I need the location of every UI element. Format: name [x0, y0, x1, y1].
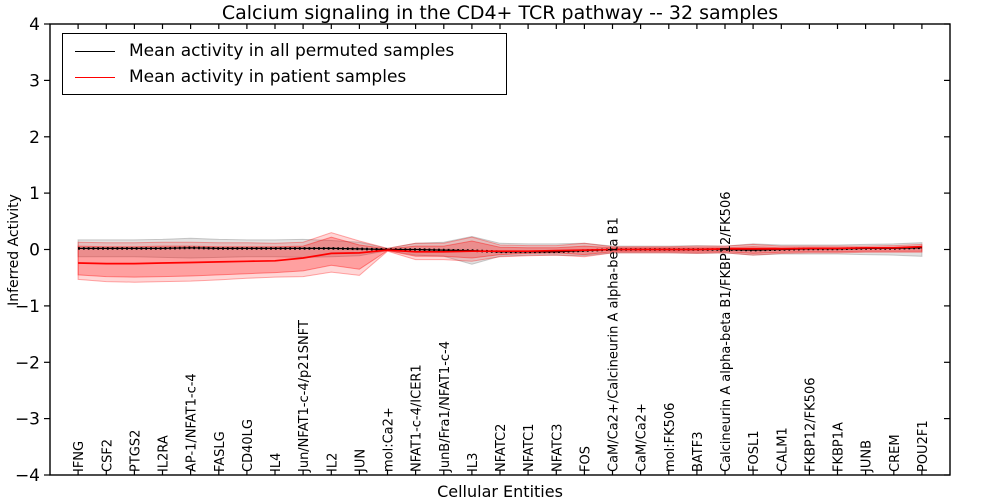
x-tick-label: PTGS2: [128, 430, 143, 472]
mean-line-permuted-dots: [78, 246, 922, 254]
x-tick-label: BATF3: [691, 432, 706, 473]
x-tick-label: CSF2: [100, 439, 115, 472]
legend-item-permuted: Mean activity in all permuted samples: [73, 38, 506, 64]
x-tick-label: AP-1/NFAT1-c-4: [185, 373, 200, 472]
y-tick-label: 4: [29, 15, 40, 35]
legend-item-patient: Mean activity in patient samples: [73, 64, 506, 90]
x-tick-label: CALM1: [775, 427, 790, 472]
legend-line-patient-icon: [75, 76, 115, 78]
y-axis-label: Inferred Activity: [6, 194, 22, 306]
chart-title: Calcium signaling in the CD4+ TCR pathwa…: [221, 2, 779, 24]
y-tick-label: 0: [29, 241, 40, 261]
x-tick-label: IL3: [466, 453, 481, 472]
x-tick-label: FOS: [578, 446, 593, 472]
y-tick-label: 1: [29, 184, 40, 204]
x-tick-label: NFATC1: [522, 424, 537, 472]
x-tick-label: mol:FK506: [663, 403, 678, 472]
y-tick-label: 3: [29, 71, 40, 91]
x-tick-label: IFNG: [72, 441, 87, 472]
band-patient-range-inner: [77, 236, 923, 278]
legend: Mean activity in all permuted samples Me…: [62, 33, 507, 95]
x-tick-label: JUN: [353, 449, 368, 473]
mean-line-patient: [78, 245, 922, 265]
legend-line-permuted-icon: [75, 50, 115, 52]
x-tick-label: Calcineurin A alpha-beta B1/FKBP12/FK506: [719, 192, 734, 472]
x-tick-label: NFATC3: [550, 424, 565, 472]
x-tick-label: FKBP12/FK506: [803, 378, 818, 473]
x-tick-label: CD40LG: [241, 419, 256, 472]
x-axis-label: Cellular Entities: [437, 482, 563, 500]
band-patient-range-outer: [77, 232, 923, 283]
y-tick-label: −4: [15, 466, 40, 486]
x-tick-label: Jun/NFAT1-c-4/p21SNFT: [297, 320, 312, 473]
x-tick-label: mol:Ca2+: [382, 407, 397, 472]
x-tick-label: JUNB: [860, 440, 875, 473]
x-tick-label: IL2: [325, 453, 340, 472]
x-tick-label: CaM/Ca2+: [635, 403, 650, 472]
y-tick-label: −2: [15, 353, 40, 373]
x-tick-label: IL2RA: [157, 435, 172, 472]
y-tick-label: −1: [15, 297, 40, 317]
x-tick-label: FKBP1A: [832, 422, 847, 472]
x-tick-label: FOSL1: [747, 431, 762, 472]
x-tick-label: CREM: [888, 434, 903, 472]
x-tick-label: IL4: [269, 453, 284, 472]
x-tick-label: POU2F1: [916, 420, 931, 472]
legend-label-patient: Mean activity in patient samples: [129, 67, 407, 87]
y-tick-label: 2: [29, 128, 40, 148]
x-tick-label: JunB/Fra1/NFAT1-c-4: [438, 341, 453, 473]
x-tick-label: FASLG: [213, 431, 228, 472]
y-tick-label: −3: [15, 410, 40, 430]
x-tick-label: NFAT1-c-4/ICER1: [410, 364, 425, 472]
x-tick-label: NFATC2: [494, 424, 509, 472]
x-tick-label: CaM/Ca2+/Calcineurin A alpha-beta B1: [607, 217, 622, 472]
legend-label-permuted: Mean activity in all permuted samples: [129, 41, 455, 61]
